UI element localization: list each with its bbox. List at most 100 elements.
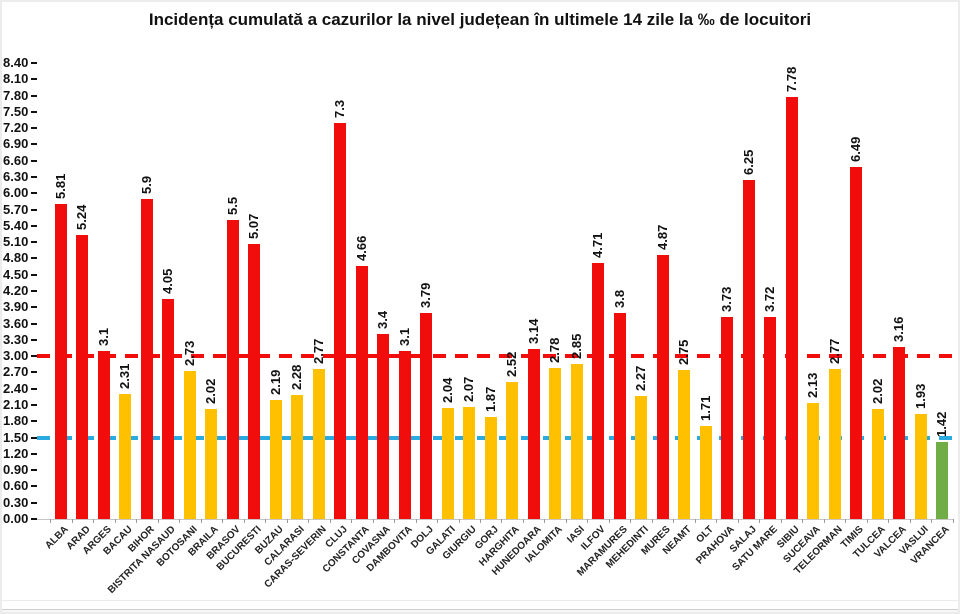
y-axis-tick-mark: [31, 192, 37, 195]
bar-arad: [76, 234, 89, 519]
bar-value-label-covasna: 3.4: [375, 311, 391, 330]
y-axis-tick-mark: [31, 387, 37, 390]
bar-ialomita: [549, 368, 562, 519]
bar-suceava: [807, 403, 820, 519]
y-axis-tick-mark: [31, 420, 37, 423]
bar-brasov: [226, 220, 239, 519]
bar-teleorman: [828, 368, 841, 519]
y-axis-tick-label: 6.90: [3, 136, 29, 152]
x-axis-tick-mark: [694, 519, 696, 523]
bar-value-label-mures: 4.87: [654, 224, 670, 250]
y-axis-tick-mark: [31, 159, 37, 162]
y-axis-tick-label: 5.10: [3, 234, 29, 250]
bar-alba: [55, 203, 67, 519]
page-bottom-band: [0, 610, 960, 614]
y-axis-tick-label: 0.30: [3, 494, 29, 510]
bar-dambovita: [398, 350, 411, 519]
y-axis-tick-mark: [31, 404, 37, 406]
y-axis-tick-label: 1.20: [3, 445, 29, 461]
y-axis-tick-mark: [31, 208, 37, 211]
bar-arges: [97, 350, 110, 519]
bar-value-label-harghita: 2.52: [504, 351, 520, 378]
bar-timis: [850, 166, 863, 519]
y-axis-tick-label: 2.70: [3, 364, 29, 380]
bar-value-label-salaj: 6.25: [740, 149, 756, 175]
bar-maramures: [613, 312, 626, 519]
y-axis-tick-label: 6.30: [3, 169, 29, 184]
bar-value-label-satu-mare: 3.72: [762, 286, 778, 313]
x-axis-tick-mark: [372, 519, 374, 523]
bar-iasi: [570, 364, 583, 519]
bar-vaslui: [914, 414, 927, 519]
bar-cluj: [334, 122, 347, 519]
y-axis-tick-mark: [31, 110, 37, 113]
y-axis-tick-mark: [31, 257, 37, 260]
x-axis-tick-mark: [866, 519, 868, 523]
bar-bacau: [119, 393, 132, 519]
x-axis-tick-mark: [587, 519, 589, 523]
y-axis-tick-label: 3.90: [3, 299, 29, 315]
x-axis-tick-mark: [286, 519, 288, 523]
y-axis-tick-mark: [31, 485, 37, 488]
x-axis-tick-mark: [200, 519, 202, 523]
bar-value-label-cluj: 7.3: [332, 99, 348, 118]
bar-valcea: [893, 347, 906, 519]
bar-value-label-valcea: 3.16: [891, 317, 907, 343]
bar-value-label-dambovita: 3.1: [396, 327, 412, 346]
y-axis-tick-mark: [31, 322, 37, 325]
bar-ilfov: [592, 263, 605, 519]
y-axis-tick-mark: [31, 62, 37, 64]
bar-tulcea: [871, 409, 884, 519]
x-axis-tick-mark: [93, 519, 95, 523]
x-axis-tick-mark: [780, 519, 782, 523]
bar-value-label-bucuresti: 5.07: [246, 213, 262, 239]
y-axis-tick-mark: [31, 78, 37, 81]
bar-botosani: [183, 370, 196, 519]
x-axis-tick-mark: [651, 519, 653, 523]
x-axis-tick-mark: [952, 519, 954, 523]
bar-value-label-timis: 6.49: [848, 136, 864, 162]
bar-sibiu: [785, 96, 798, 519]
y-axis-tick-label: 5.40: [3, 217, 29, 233]
y-axis-tick-label: 4.50: [3, 266, 29, 282]
y-axis-tick-mark: [31, 306, 37, 309]
x-axis-tick-mark: [179, 519, 181, 523]
bar-value-label-arges: 3.1: [95, 327, 111, 346]
bar-value-label-galati: 2.04: [439, 377, 455, 404]
bar-salaj: [742, 179, 755, 519]
y-axis-tick-mark: [31, 436, 37, 439]
x-axis-tick-mark: [737, 519, 739, 523]
y-axis-tick-label: 0.90: [3, 462, 29, 478]
x-axis-tick-mark: [823, 519, 825, 523]
x-axis-tick-mark: [931, 519, 933, 523]
y-axis-tick-mark: [31, 224, 37, 227]
y-axis-tick-label: 3.00: [3, 348, 29, 364]
bar-gorj: [484, 417, 497, 519]
y-axis-tick-label: 3.30: [3, 331, 29, 347]
y-axis-tick-label: 7.20: [3, 120, 29, 136]
bar-bistrita-nasaud: [162, 299, 175, 519]
y-axis-tick-label: 7.50: [3, 103, 29, 119]
x-axis-tick-mark: [71, 519, 73, 523]
x-axis-tick-mark: [415, 519, 417, 523]
bar-value-label-olt: 1.71: [697, 395, 713, 422]
bar-value-label-brasov: 5.5: [224, 197, 240, 216]
y-axis-tick-label: 8.40: [3, 55, 29, 70]
bar-bihor: [140, 198, 153, 519]
x-axis-tick-mark: [136, 519, 138, 523]
y-axis-tick-label: 2.40: [3, 380, 29, 396]
bar-mures: [656, 254, 669, 519]
bar-giurgiu: [463, 406, 476, 519]
x-axis-tick-mark: [222, 519, 224, 523]
y-axis-tick-mark: [31, 143, 37, 146]
bar-satu-mare: [764, 317, 777, 519]
bar-bucuresti: [248, 243, 261, 519]
bar-value-label-constanta: 4.66: [353, 235, 369, 262]
x-axis-tick-mark: [909, 519, 911, 523]
bar-value-label-caras-severin: 2.77: [310, 338, 326, 364]
x-axis-tick-mark: [673, 519, 675, 523]
bar-vrancea: [935, 441, 948, 519]
bar-value-label-arad: 5.24: [74, 204, 90, 230]
bar-value-label-tulcea: 2.02: [869, 379, 885, 405]
